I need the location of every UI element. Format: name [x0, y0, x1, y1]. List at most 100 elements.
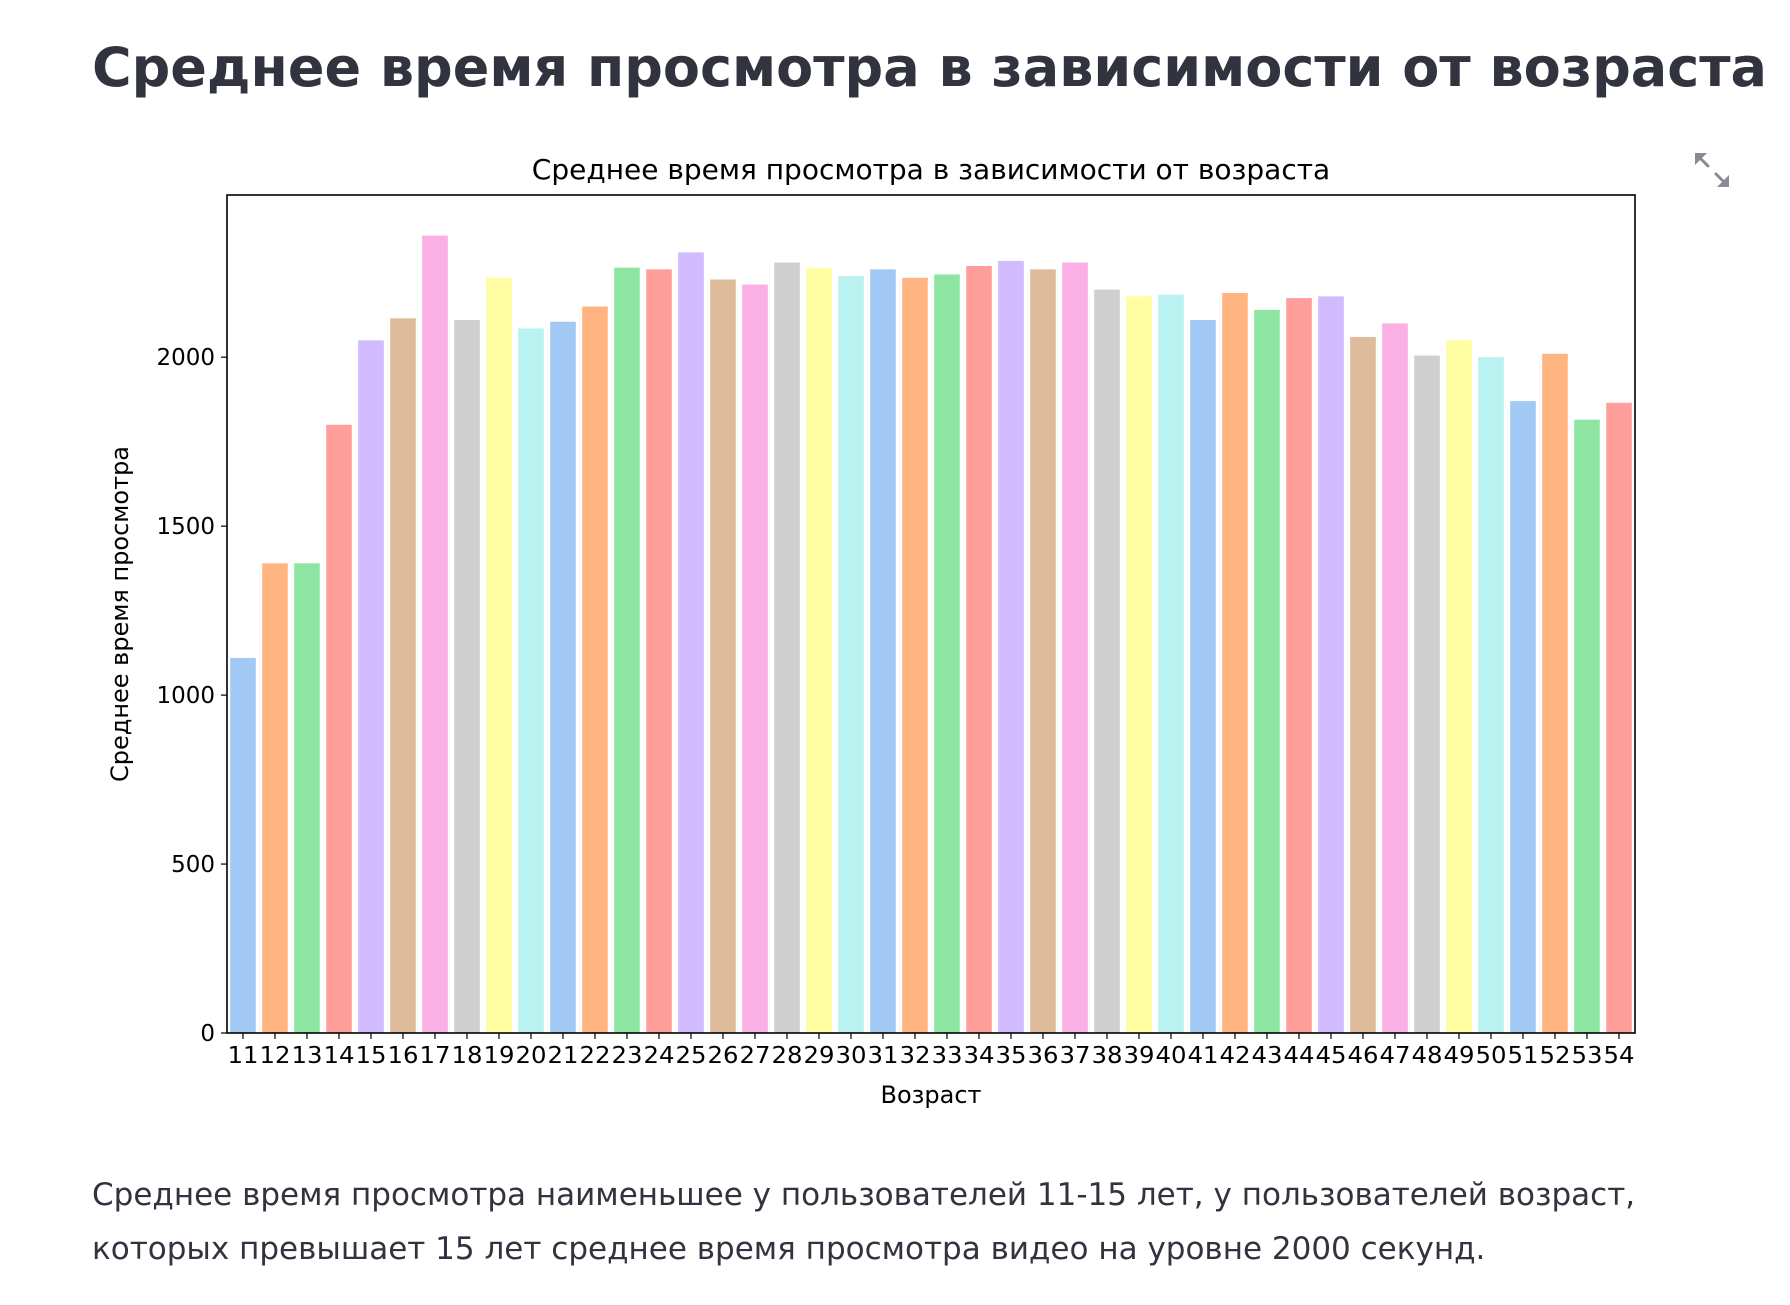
bar-age-15	[358, 340, 384, 1033]
x-tick-label: 50	[1476, 1043, 1507, 1069]
x-tick-label: 48	[1412, 1043, 1443, 1069]
x-tick-label: 34	[964, 1043, 995, 1069]
bar-age-16	[390, 318, 416, 1034]
bar-age-12	[262, 563, 288, 1033]
x-tick-label: 41	[1188, 1043, 1219, 1069]
x-axis-label: Возраст	[880, 1081, 981, 1109]
bar-age-48	[1414, 355, 1440, 1033]
x-axis-ticks: 11 12 13 14 15 16 17 18 19 20 21 22 23 24 25 26 27 28 29 30…	[228, 1033, 1635, 1069]
x-tick-label: 43	[1252, 1043, 1283, 1069]
x-tick-label: 45	[1316, 1043, 1347, 1069]
bar-age-21	[550, 321, 576, 1034]
bar-age-19	[486, 277, 512, 1033]
bar-age-29	[806, 267, 832, 1033]
x-tick-label: 36	[1028, 1043, 1059, 1069]
bar-age-31	[870, 269, 896, 1034]
bar-age-32	[902, 277, 928, 1033]
x-tick-label: 40	[1156, 1043, 1187, 1069]
x-tick-label: 32	[900, 1043, 931, 1069]
x-tick-label: 24	[644, 1043, 675, 1069]
x-tick-label: 31	[868, 1043, 899, 1069]
bar-age-52	[1542, 353, 1568, 1033]
x-tick-label: 52	[1540, 1043, 1571, 1069]
bar-age-24	[646, 269, 672, 1034]
bar-age-54	[1606, 402, 1632, 1033]
x-tick-label: 35	[996, 1043, 1027, 1069]
x-tick-label: 44	[1284, 1043, 1315, 1069]
bar-age-34	[966, 265, 992, 1034]
x-tick-label: 23	[612, 1043, 643, 1069]
bar-age-20	[518, 328, 544, 1034]
x-tick-label: 39	[1124, 1043, 1155, 1069]
bar-age-28	[774, 262, 800, 1034]
bar-age-40	[1158, 294, 1184, 1033]
bar-age-41	[1190, 320, 1216, 1033]
x-tick-label: 21	[548, 1043, 579, 1069]
x-tick-label: 42	[1220, 1043, 1251, 1069]
bar-age-49	[1446, 340, 1472, 1033]
x-tick-label: 46	[1348, 1043, 1379, 1069]
bar-age-33	[934, 274, 960, 1033]
plot-frame	[226, 194, 1636, 1034]
bars-group	[230, 235, 1632, 1034]
x-tick-label: 28	[772, 1043, 803, 1069]
x-tick-label: 20	[516, 1043, 547, 1069]
y-tick-label: 1000	[156, 683, 215, 709]
x-tick-label: 54	[1604, 1043, 1635, 1069]
bar-age-13	[294, 563, 320, 1033]
bar-age-43	[1254, 309, 1280, 1033]
y-axis-label: Среднее время просмотра	[106, 446, 134, 782]
chart-title: Среднее время просмотра в зависимости от…	[532, 153, 1330, 186]
y-tick-label: 1500	[156, 514, 215, 540]
x-tick-label: 29	[804, 1043, 835, 1069]
x-tick-label: 30	[836, 1043, 867, 1069]
bar-age-23	[614, 267, 640, 1033]
bar-age-25	[678, 252, 704, 1033]
fullscreen-expand-icon[interactable]	[1692, 150, 1732, 190]
x-tick-label: 38	[1092, 1043, 1123, 1069]
x-tick-label: 47	[1380, 1043, 1411, 1069]
bar-age-30	[838, 276, 864, 1034]
x-tick-label: 26	[708, 1043, 739, 1069]
x-tick-label: 12	[260, 1043, 291, 1069]
bar-age-42	[1222, 292, 1248, 1033]
x-tick-label: 15	[356, 1043, 387, 1069]
x-tick-label: 18	[452, 1043, 483, 1069]
bar-age-51	[1510, 401, 1536, 1033]
x-tick-label: 33	[932, 1043, 963, 1069]
bar-age-53	[1574, 419, 1600, 1034]
x-tick-label: 49	[1444, 1043, 1475, 1069]
bar-age-36	[1030, 269, 1056, 1034]
y-tick-label: 0	[200, 1021, 215, 1047]
x-tick-label: 16	[388, 1043, 419, 1069]
x-tick-label: 22	[580, 1043, 611, 1069]
x-tick-label: 27	[740, 1043, 771, 1069]
bar-age-14	[326, 424, 352, 1033]
x-tick-label: 13	[292, 1043, 323, 1069]
y-tick-label: 2000	[156, 345, 215, 371]
x-tick-label: 19	[484, 1043, 515, 1069]
bar-age-22	[582, 306, 608, 1033]
bar-age-50	[1478, 357, 1504, 1033]
bar-age-38	[1094, 289, 1120, 1033]
bar-age-39	[1126, 296, 1152, 1033]
chart-caption: Среднее время просмотра наименьшее у пол…	[92, 1177, 1636, 1267]
bar-age-35	[998, 260, 1024, 1033]
bar-age-44	[1286, 298, 1312, 1033]
bar-age-17	[422, 235, 448, 1034]
bar-age-26	[710, 279, 736, 1034]
bar-age-18	[454, 320, 480, 1033]
bar-age-27	[742, 284, 768, 1033]
bar-age-37	[1062, 262, 1088, 1034]
x-tick-label: 14	[324, 1043, 355, 1069]
x-tick-label: 11	[228, 1043, 259, 1069]
x-tick-label: 51	[1508, 1043, 1539, 1069]
x-tick-label: 53	[1572, 1043, 1603, 1069]
bar-age-46	[1350, 336, 1376, 1033]
x-tick-label: 25	[676, 1043, 707, 1069]
x-tick-label: 37	[1060, 1043, 1091, 1069]
y-tick-label: 500	[171, 852, 215, 878]
x-tick-label: 17	[420, 1043, 451, 1069]
page-title: Среднее время просмотра в зависимости от…	[92, 36, 1767, 99]
